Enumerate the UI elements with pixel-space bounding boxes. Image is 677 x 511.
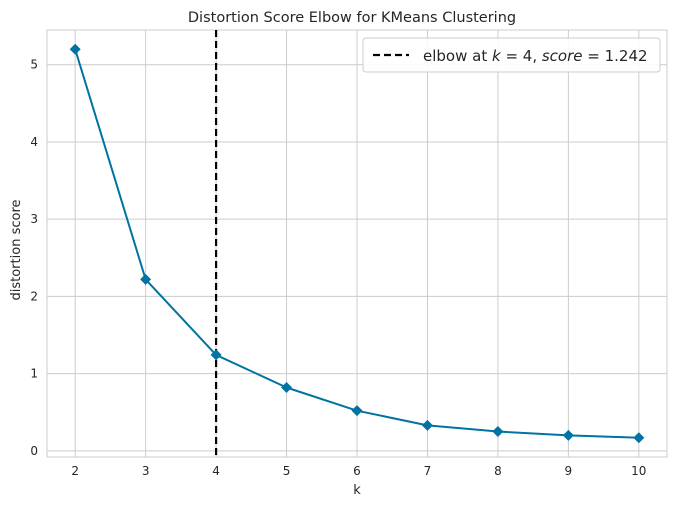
x-tick-label: 10 <box>631 464 646 478</box>
plot-frame <box>46 29 668 458</box>
series-group <box>69 43 645 444</box>
x-tick-label: 3 <box>142 464 150 478</box>
y-tick-label: 1 <box>30 367 38 381</box>
x-tick-label: 6 <box>353 464 361 478</box>
x-axis-label: k <box>353 483 361 498</box>
x-tick-label: 5 <box>283 464 291 478</box>
x-tick-labels: 2 3 4 5 6 7 8 9 10 <box>71 464 646 478</box>
data-point-marker <box>351 405 363 417</box>
data-point-marker <box>562 429 574 441</box>
y-tick-label: 3 <box>30 212 38 226</box>
y-tick-label: 0 <box>30 444 38 458</box>
y-tick-label: 4 <box>30 135 38 149</box>
data-point-marker <box>492 426 504 438</box>
legend-score-symbol: score <box>542 47 583 65</box>
data-point-marker <box>210 349 222 361</box>
y-tick-labels: 0 1 2 3 4 5 <box>30 58 38 458</box>
chart-title: Distortion Score Elbow for KMeans Cluste… <box>188 10 516 26</box>
data-point-marker <box>281 382 293 394</box>
grid-lines <box>47 30 667 457</box>
data-point-marker <box>140 273 152 285</box>
legend: elbow at k = 4, score = 1.242 <box>362 37 661 73</box>
legend-k-value: = 4, <box>501 47 542 65</box>
x-tick-label: 9 <box>565 464 573 478</box>
data-point-marker <box>69 43 81 55</box>
legend-k-symbol: k <box>492 47 502 65</box>
legend-prefix: elbow at <box>423 47 492 65</box>
data-point-marker <box>633 432 645 444</box>
legend-score-value: = 1.242 <box>583 47 648 65</box>
x-tick-label: 8 <box>494 464 502 478</box>
legend-box <box>362 37 661 73</box>
x-tick-label: 4 <box>212 464 220 478</box>
legend-label: elbow at k = 4, score = 1.242 <box>423 47 648 65</box>
x-tick-label: 2 <box>71 464 79 478</box>
y-tick-label: 2 <box>30 289 38 303</box>
data-point-marker <box>421 419 433 431</box>
y-axis-label: distortion score <box>9 200 24 301</box>
x-tick-label: 7 <box>424 464 432 478</box>
y-tick-label: 5 <box>30 58 38 72</box>
